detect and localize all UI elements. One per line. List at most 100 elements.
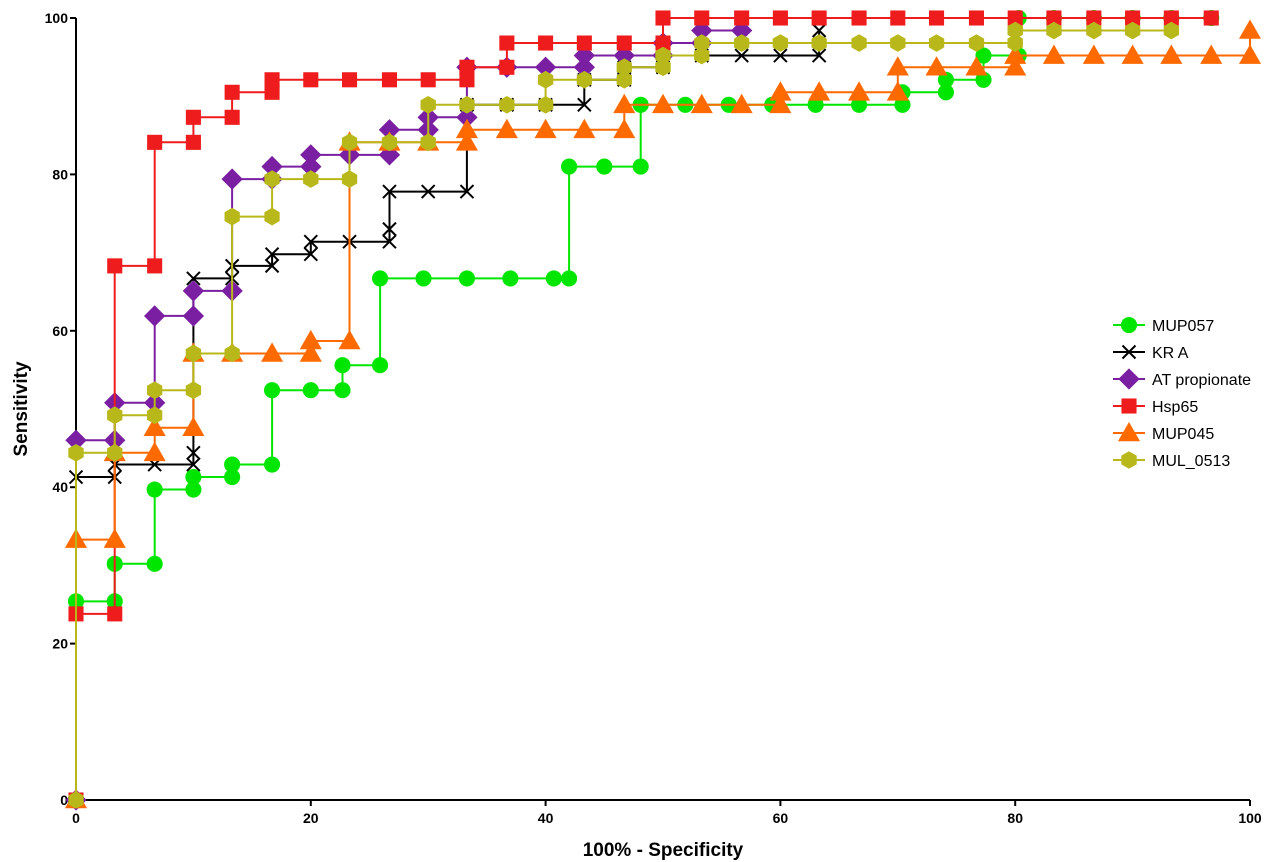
mup045-point — [886, 81, 909, 101]
y-tick-label: 100 — [45, 10, 69, 26]
kr-a-point — [303, 246, 319, 262]
mul-0513-point — [694, 34, 710, 52]
mup045-point — [769, 81, 792, 101]
mul-0513-point — [655, 58, 671, 77]
mul-0513-point — [1007, 34, 1023, 52]
axes: 0 20 40 60 80 100 0 20 40 60 80 100 — [45, 10, 1262, 826]
hsp65-point — [655, 35, 671, 51]
kr-a-point — [420, 184, 436, 199]
mul-0513-point — [264, 170, 280, 188]
mul-0513-point — [381, 133, 398, 152]
legend-label: MUP045 — [1152, 426, 1214, 443]
mup057-point — [807, 96, 824, 113]
mul-0513-point — [537, 96, 554, 114]
mup045-point — [1238, 19, 1262, 39]
mup057-point — [263, 456, 281, 473]
mup045-point — [769, 93, 792, 114]
kr-a-point — [577, 97, 592, 113]
mup045-point — [925, 56, 948, 76]
x-tick-label: 80 — [1007, 810, 1023, 826]
mup045-point — [103, 528, 126, 548]
hsp65-point — [968, 10, 984, 26]
kr-a-point — [186, 457, 201, 472]
mup045-point — [143, 441, 166, 462]
mup045-point — [651, 93, 675, 114]
hsp65-point — [303, 72, 319, 88]
mul-0513-point — [655, 46, 671, 65]
mup045-point — [299, 342, 322, 362]
at-propionate-point — [456, 106, 478, 128]
mul-0513-point — [68, 444, 84, 462]
kr-a-point — [264, 246, 280, 262]
legend-item-kr-a: KR A — [1113, 344, 1189, 362]
mul-0513-point — [224, 344, 240, 363]
mup057-point — [561, 158, 578, 175]
at-propionate-point — [182, 305, 205, 327]
mul-0513-point — [968, 34, 985, 52]
hsp65-point — [185, 134, 201, 150]
mul-0513-point — [616, 58, 632, 77]
series-mul-0513 — [68, 21, 1179, 809]
hsp65-point — [224, 109, 240, 125]
legend-item-mup057: MUP057 — [1113, 316, 1214, 335]
mup045-point — [613, 93, 636, 114]
x-tick-label: 20 — [303, 810, 319, 826]
mup057-point — [415, 270, 432, 287]
mup057-point — [937, 84, 954, 101]
mul-0513-point — [1124, 21, 1141, 40]
kr-a-point — [264, 258, 280, 274]
mup057-point — [561, 270, 578, 287]
legend-marker — [1117, 421, 1141, 442]
mup045-point — [730, 93, 753, 114]
mul-0513-point — [1086, 21, 1102, 40]
mup045-point — [495, 118, 518, 139]
mup045-point — [1004, 56, 1027, 76]
at-propionate-point — [573, 56, 596, 78]
hsp65-point — [185, 109, 201, 125]
hsp65-point — [890, 10, 906, 26]
mup057-point — [975, 71, 992, 88]
mul-0513-point — [537, 70, 554, 89]
mup057-point — [263, 382, 281, 399]
mul-0513-point — [341, 133, 358, 152]
y-tick-label: 0 — [60, 792, 68, 808]
mup045-point — [808, 81, 831, 101]
hsp65-point — [929, 10, 945, 26]
hsp65-point — [147, 134, 163, 150]
legend-label: MUP057 — [1152, 318, 1214, 335]
mul-0513-point — [185, 344, 202, 363]
x-tick-label: 40 — [538, 810, 554, 826]
mul-0513-point — [1007, 21, 1023, 40]
y-tick-label: 40 — [52, 479, 68, 495]
mup057-point — [596, 158, 613, 175]
legend-label: AT propionate — [1152, 372, 1251, 389]
mup057-point — [458, 270, 476, 287]
legend-label: Hsp65 — [1152, 399, 1198, 416]
hsp65-point — [381, 72, 397, 88]
mup045-point — [1238, 44, 1262, 64]
mul-0513-point — [420, 133, 436, 152]
kr-a-point — [734, 48, 749, 63]
at-propionate-point — [182, 280, 205, 302]
mul-0513-point — [1046, 21, 1062, 40]
mup057-point — [975, 47, 992, 64]
legend-label: MUL_0513 — [1152, 453, 1230, 470]
hsp65-point — [538, 35, 554, 51]
kr-a-point — [382, 184, 397, 199]
mup057-point — [372, 270, 389, 287]
x-axis-title: 100% - Specificity — [583, 840, 744, 861]
mup057-point — [302, 382, 319, 399]
mup045-point — [690, 93, 713, 114]
at-propionate-point — [65, 429, 87, 451]
at-propionate-line — [75, 29, 742, 800]
mul-0513-point — [420, 96, 436, 114]
mul-0513-point — [341, 170, 358, 188]
mup057-point — [185, 481, 202, 498]
hsp65-point — [459, 72, 475, 88]
at-propionate-point — [221, 168, 243, 190]
legend-marker — [1120, 316, 1138, 334]
mul-0513-point — [264, 207, 280, 226]
mul-0513-point — [851, 34, 867, 52]
kr-a-point — [811, 48, 827, 63]
